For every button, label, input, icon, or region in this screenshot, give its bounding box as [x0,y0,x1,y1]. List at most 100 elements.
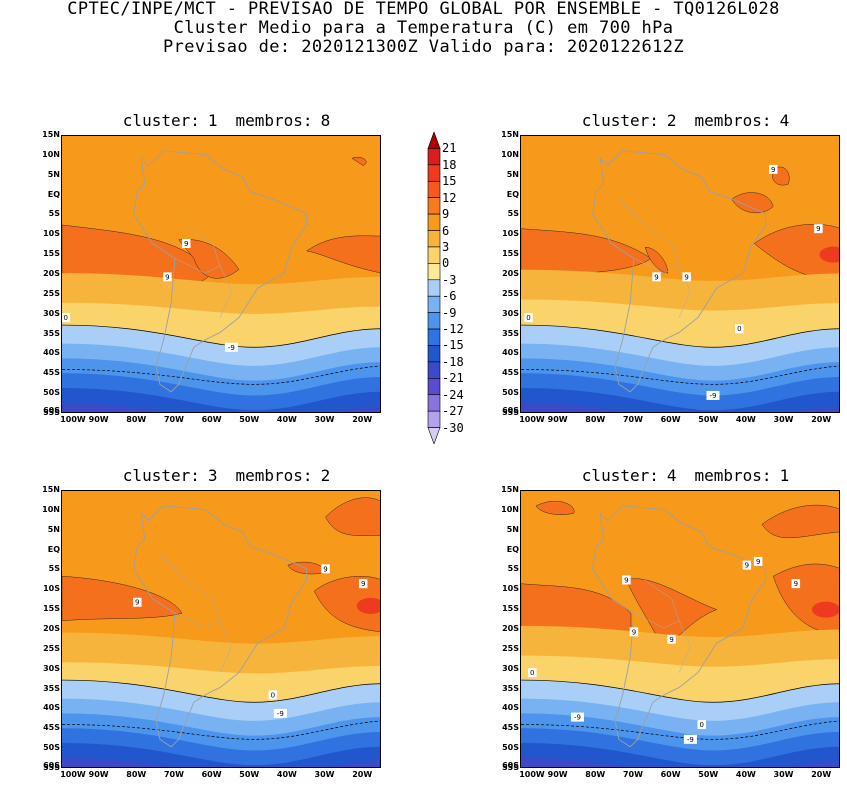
colorbar-swatch [427,164,441,182]
svg-text:0: 0 [271,691,275,699]
warm-region-9C [325,497,380,536]
south-america-coastline [592,505,767,748]
latitude-tick-label: 35S [43,328,60,338]
temperature-band [521,388,839,412]
longitude-tick-label: 30W [773,770,794,779]
contour-value-label: -9 [224,342,238,352]
svg-text:9: 9 [794,580,798,588]
temperature-colorbar: 21 18 15 12 9 6 3 0 -3 -6 -9 -12 -15 -18 -21 -24 -27 -30 [424,132,474,444]
latitude-tick-label: 40S [43,348,60,358]
warm-region-9C [535,501,575,515]
svg-text:0: 0 [699,721,703,729]
colorbar-level-label: -12 [442,322,464,337]
svg-text:9: 9 [816,225,820,233]
warm-region-9C [306,235,380,273]
latitude-tick-label: 45S [43,368,60,378]
longitude-tick-label: 30W [773,415,794,424]
colorbar-swatch [427,132,441,149]
warm-region-9C [754,224,839,281]
colorbar-level-label: -21 [442,371,464,386]
colorbar-swatch [427,197,441,215]
latitude-tick-label: 5N [47,524,60,534]
latitude-tick-label: 25S [502,643,519,653]
latitude-tick-label: 10S [502,584,519,594]
header-line-2: Cluster Medio para a Temperatura (C) em … [173,18,674,38]
members-label: membros: [694,111,772,130]
latitude-tick-label: 15N [42,485,60,494]
latitude-tick-label: 5S [507,564,519,574]
latitude-tick-label: 5S [48,564,60,574]
warm-region-9C [62,576,183,621]
contour-value-label: 9 [682,272,691,282]
contour-value-label: 9 [768,164,778,174]
contour-value-label: 9 [622,575,631,585]
header-line-3: Previsao de: 2020121300Z Valido para: 20… [162,37,685,57]
svg-text:0: 0 [526,314,530,322]
contour-value-label: -9 [706,390,720,400]
latitude-tick-label: EQ [506,189,519,199]
country-borders [618,198,680,266]
svg-text:9: 9 [684,273,688,281]
latitude-tick-label: 10N [501,149,519,159]
latitude-tick-label: 55S [43,763,60,772]
latitude-tick-label: 5N [506,524,519,534]
latitude-tick-label: 15N [501,485,519,494]
svg-text:9: 9 [135,599,139,607]
latitude-tick-label: EQ [47,189,60,199]
members-label: membros: [235,466,313,485]
latitude-tick-label: 5S [48,209,60,219]
longitude-tick-label: 100W [60,415,86,424]
svg-text:0: 0 [64,314,68,322]
contour-value-label: 9 [652,272,661,282]
longitude-tick-label: 70W [622,415,643,424]
colorbar-swatch [427,263,441,281]
latitude-tick-label: 35S [502,328,519,338]
contour-0C [521,324,839,348]
contour-value-label: 9 [358,579,368,589]
south-america-coastline [592,150,767,393]
contour-value-label: 0 [697,720,706,730]
longitude-tick-label: 20W [352,415,373,424]
colorbar-swatch [427,279,441,297]
colorbar-level-label: 0 [442,256,450,271]
latitude-tick-label: 5S [507,209,519,219]
colorbar-swatch [427,328,441,346]
members-label: membros: [235,111,313,130]
svg-text:9: 9 [165,273,169,281]
map-canvas: 9 9 9 0 -9 [62,491,380,767]
temperature-map: 9 9 9 0 -9 [61,490,381,768]
longitude-tick-label: 70W [163,415,184,424]
map-canvas: 9 9 0 -9 [62,136,380,412]
latitude-tick-label: 60S [43,406,60,415]
colorbar-swatch [427,295,441,313]
latitude-tick-label: 40S [43,703,60,713]
south-america-coastline [133,150,308,393]
colorbar-level-label: 6 [442,223,450,238]
map-canvas: 9 9 9 9 0 0 -9 [521,136,839,412]
map-panel-cluster-1: cluster: 1 membros: 8 15N 10N 5N EQ 5S 10S 15S 20S 2… [34,112,419,450]
contour-value-label: 9 [321,564,330,574]
colorbar-level-label: -6 [442,289,457,304]
latitude-tick-label: 15N [42,130,60,139]
colorbar-level-label: -30 [442,420,464,435]
latitude-tick-label: 50S [43,388,60,398]
warm-region-9C [626,578,718,645]
colorbar-swatch [427,394,441,412]
latitude-tick-label: 10S [43,229,60,239]
map-panel-cluster-2: cluster: 2 membros: 4 15N 10N 5N EQ 5S 10S 15S 20S 2… [493,112,847,450]
cluster-label: cluster: [122,111,200,130]
colorbar-level-label: 12 [442,190,457,205]
latitude-tick-label: 20S [43,624,60,633]
members-number: 1 [779,466,790,485]
longitude-tick-label: 50W [698,770,719,779]
hot-core-12C [356,597,380,614]
latitude-tick-label: 15N [501,130,519,139]
colorbar-swatch [427,345,441,363]
contour-0C [62,679,380,703]
longitude-tick-label: 50W [698,415,719,424]
contour-value-label: 9 [753,556,763,566]
longitude-tick-label: 20W [811,415,832,424]
colorbar-level-label: 9 [442,207,450,222]
map-panel-cluster-4: cluster: 4 membros: 1 15N 10N 5N EQ 5S 10S 15S 20S 2… [493,467,847,805]
cluster-number: 3 [207,466,218,485]
